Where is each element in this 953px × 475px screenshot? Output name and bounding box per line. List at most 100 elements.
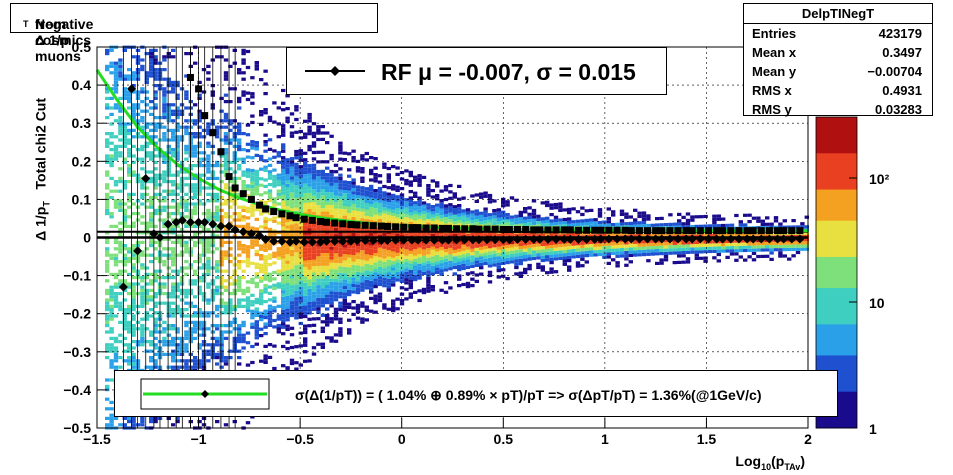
heatmap-cell <box>149 282 154 286</box>
heatmap-cell <box>329 317 334 321</box>
heatmap-cell <box>223 253 229 257</box>
heatmap-cell <box>320 182 325 186</box>
heatmap-cell <box>303 337 308 341</box>
heatmap-cell <box>505 277 510 281</box>
heatmap-cell <box>382 216 387 221</box>
heatmap-cell <box>338 176 343 180</box>
heatmap-cell <box>171 285 176 289</box>
heatmap-cell <box>395 214 400 218</box>
heatmap-cell <box>250 181 255 185</box>
heatmap-cell <box>166 119 171 123</box>
heatmap-cell <box>421 291 427 295</box>
heatmap-cell <box>787 241 792 245</box>
heatmap-cell <box>496 243 501 247</box>
heatmap-cell <box>426 248 431 252</box>
heatmap-cell <box>360 215 365 219</box>
heatmap-cell <box>320 291 325 295</box>
heatmap-cell <box>281 252 286 256</box>
heatmap-cell <box>285 244 290 248</box>
heatmap-cell <box>184 221 189 225</box>
heatmap-cell <box>285 270 290 274</box>
heatmap-cell <box>703 246 708 251</box>
heatmap-cell <box>426 280 431 284</box>
heatmap-cell <box>404 262 409 266</box>
heatmap-cell <box>285 289 290 293</box>
heatmap-cell <box>316 227 321 231</box>
heatmap-cell <box>347 305 352 309</box>
heatmap-cell <box>140 266 145 270</box>
heatmap-cell <box>166 256 171 260</box>
heatmap-cell <box>118 167 123 171</box>
heatmap-cell <box>699 243 704 248</box>
heatmap-cell <box>773 216 779 220</box>
heatmap-cell <box>435 213 440 217</box>
heatmap-cell <box>171 311 176 315</box>
heatmap-cell <box>338 167 343 171</box>
heatmap-cell <box>153 77 158 81</box>
heatmap-cell <box>518 258 523 262</box>
heatmap-cell <box>747 248 752 252</box>
heatmap-cell <box>681 222 686 226</box>
heatmap-cell <box>320 160 325 164</box>
heatmap-cell <box>122 311 127 315</box>
heatmap-cell <box>369 204 374 208</box>
heatmap-cell <box>175 116 180 120</box>
heatmap-cell <box>197 362 202 366</box>
heatmap-cell <box>373 195 378 199</box>
heatmap-cell <box>756 219 761 223</box>
heatmap-cell <box>474 193 479 197</box>
heatmap-cell <box>307 269 312 273</box>
heatmap-cell <box>386 166 391 171</box>
heatmap-cell <box>408 282 413 286</box>
heatmap-cell <box>465 211 471 215</box>
heatmap-cell <box>215 128 220 132</box>
heatmap-cell <box>162 96 167 100</box>
heatmap-cell <box>206 285 211 289</box>
heatmap-cell <box>281 178 286 182</box>
heatmap-cell <box>597 224 603 228</box>
heatmap-cell <box>351 188 356 192</box>
heatmap-cell <box>483 207 488 211</box>
heatmap-cell <box>677 219 682 223</box>
heatmap-cell <box>307 205 312 209</box>
heatmap-cell <box>382 197 387 201</box>
heatmap-cell <box>171 352 176 356</box>
heatmap-cell <box>760 222 765 226</box>
heatmap-cell <box>162 336 167 340</box>
heatmap-cell <box>263 108 268 112</box>
heatmap-cell <box>408 279 413 283</box>
heatmap-cell <box>426 289 431 293</box>
heatmap-cell <box>289 262 295 266</box>
heatmap-cell <box>122 359 127 363</box>
heatmap-cell <box>338 151 343 155</box>
heatmap-cell <box>452 214 457 218</box>
heatmap-cell <box>303 247 308 251</box>
heatmap-cell <box>131 128 136 132</box>
heatmap-cell <box>109 298 114 302</box>
heatmap-cell <box>193 295 198 299</box>
heatmap-cell <box>175 202 180 206</box>
heatmap-cell <box>536 233 541 238</box>
heatmap-cell <box>712 246 717 250</box>
heatmap-cell <box>285 167 290 171</box>
heatmap-cell <box>329 173 334 177</box>
heatmap-cell <box>219 292 224 296</box>
heatmap-cell <box>747 232 752 236</box>
heatmap-cell <box>149 215 154 219</box>
heatmap-cell <box>553 257 559 261</box>
heatmap-cell <box>267 253 273 257</box>
heatmap-cell <box>171 55 176 59</box>
heatmap-cell <box>430 256 435 260</box>
heatmap-cell <box>223 112 229 116</box>
heatmap-cell <box>461 266 466 271</box>
heatmap-cell <box>285 177 290 181</box>
heatmap-cell <box>439 189 444 193</box>
heatmap-cell <box>184 308 189 312</box>
heatmap-cell <box>193 192 198 196</box>
heatmap-cell <box>355 214 361 218</box>
heatmap-cell <box>421 271 427 275</box>
heatmap-cell <box>360 179 365 183</box>
heatmap-cell <box>562 217 567 222</box>
heatmap-cell <box>127 224 132 228</box>
heatmap-cell <box>144 103 149 107</box>
